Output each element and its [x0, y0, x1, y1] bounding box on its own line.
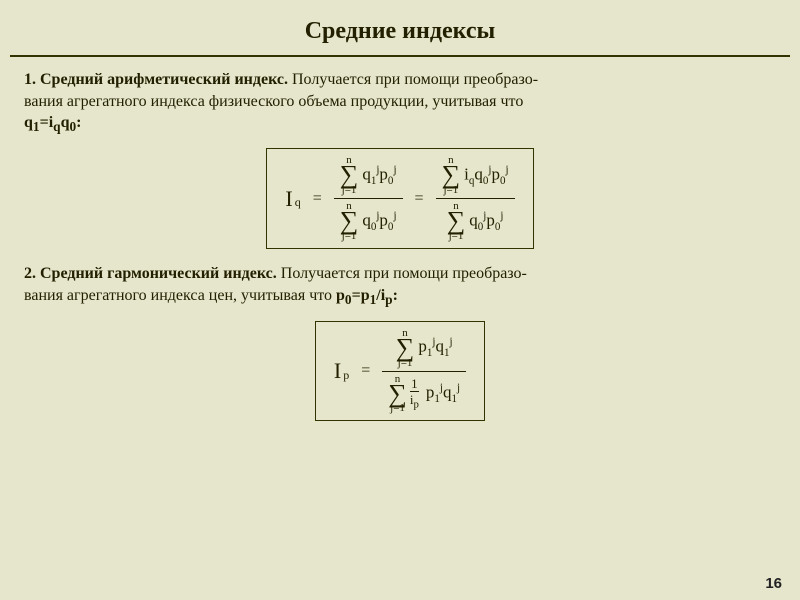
- formula1-numA: q1jp0j: [358, 163, 396, 189]
- section2-body-b: вания агрегатного индекса цен, учитывая …: [24, 287, 336, 304]
- section1-text: 1. Средний арифметический индекс. Получа…: [24, 69, 776, 136]
- equals-sign: =: [313, 188, 322, 210]
- sum-icon: n ∑ j=1: [447, 201, 466, 242]
- sum-icon: n ∑ j=1: [340, 155, 359, 196]
- formula2: Ip = n ∑ j=1 p1jq1j n: [334, 328, 466, 415]
- sum-icon: n ∑ j=1: [340, 201, 359, 242]
- formula2-num: p1jq1j: [414, 335, 452, 361]
- formula1-denA: q0jp0j: [358, 209, 396, 235]
- sum-icon: n ∑ j=1: [388, 374, 407, 415]
- section2-text: 2. Средний гармонический индекс. Получае…: [24, 263, 776, 309]
- section2-lead: 2. Средний гармонический индекс.: [24, 265, 277, 282]
- formula2-den-tail: p1jq1j: [422, 381, 460, 407]
- section1-body-b: вания агрегатного индекса физического об…: [24, 93, 523, 110]
- section2-relation: p0=p1/ip:: [336, 287, 398, 304]
- equals-sign: =: [415, 188, 424, 210]
- horizontal-rule: [10, 55, 790, 57]
- formula1-numB: iqq0jp0j: [460, 163, 508, 189]
- section2-body-a: Получается при помощи преобразо-: [277, 265, 527, 282]
- formula1-fracA: n ∑ j=1 q1jp0j n ∑ j=1 q0jp0j: [334, 155, 403, 242]
- sum-icon: n ∑ j=1: [396, 328, 415, 369]
- formula1-fracB: n ∑ j=1 iqq0jp0j n ∑ j=1 q0jp0j: [436, 155, 515, 242]
- formula2-lhs: Ip: [334, 356, 349, 386]
- content-area: 1. Средний арифметический индекс. Получа…: [0, 69, 800, 435]
- formula2-tinyfrac: 1 ip: [410, 377, 419, 410]
- formula1-box: Iq = n ∑ j=1 q1jp0j: [266, 148, 533, 249]
- equals-sign: =: [361, 360, 370, 382]
- sum-icon: n ∑ j=1: [442, 155, 461, 196]
- formula2-box: Ip = n ∑ j=1 p1jq1j n: [315, 321, 485, 422]
- section1-relation: q1=iqq0:: [24, 114, 81, 131]
- formula1-lhs: Iq: [285, 184, 300, 214]
- formula2-frac: n ∑ j=1 p1jq1j n ∑ j=1: [382, 328, 466, 415]
- section1-body-a: Получается при помощи преобразо-: [288, 71, 538, 88]
- formula1: Iq = n ∑ j=1 q1jp0j: [285, 155, 514, 242]
- page-title: Средние индексы: [0, 0, 800, 55]
- formula1-denB: q0jp0j: [465, 209, 503, 235]
- page-number: 16: [765, 575, 782, 592]
- section1-lead: 1. Средний арифметический индекс.: [24, 71, 288, 88]
